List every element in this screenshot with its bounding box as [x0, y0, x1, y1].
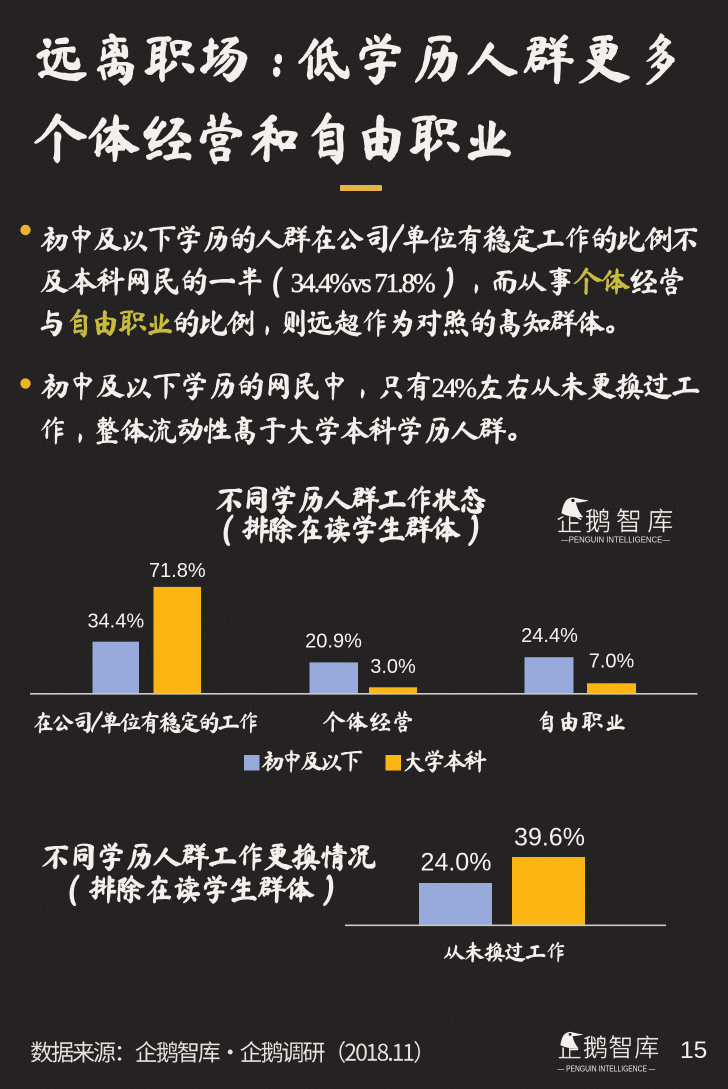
svg-text:3.0%: 3.0% — [370, 656, 416, 678]
svg-text:71.8%: 71.8% — [149, 560, 206, 582]
svg-text:7.0%: 7.0% — [589, 651, 635, 673]
svg-text:15: 15 — [680, 1037, 707, 1064]
svg-text:24.0%: 24.0% — [421, 849, 492, 877]
svg-text:— PENGUIN INTELLIGENCE —: — PENGUIN INTELLIGENCE — — [558, 1064, 656, 1074]
svg-text:39.6%: 39.6% — [514, 824, 585, 852]
svg-text:34.4%: 34.4% — [87, 611, 144, 633]
svg-text:20.9%: 20.9% — [305, 631, 362, 653]
svg-text:—PENGUIN INTELLIGENCE—: —PENGUIN INTELLIGENCE— — [561, 535, 670, 545]
svg-text:24.4%: 24.4% — [521, 625, 578, 647]
